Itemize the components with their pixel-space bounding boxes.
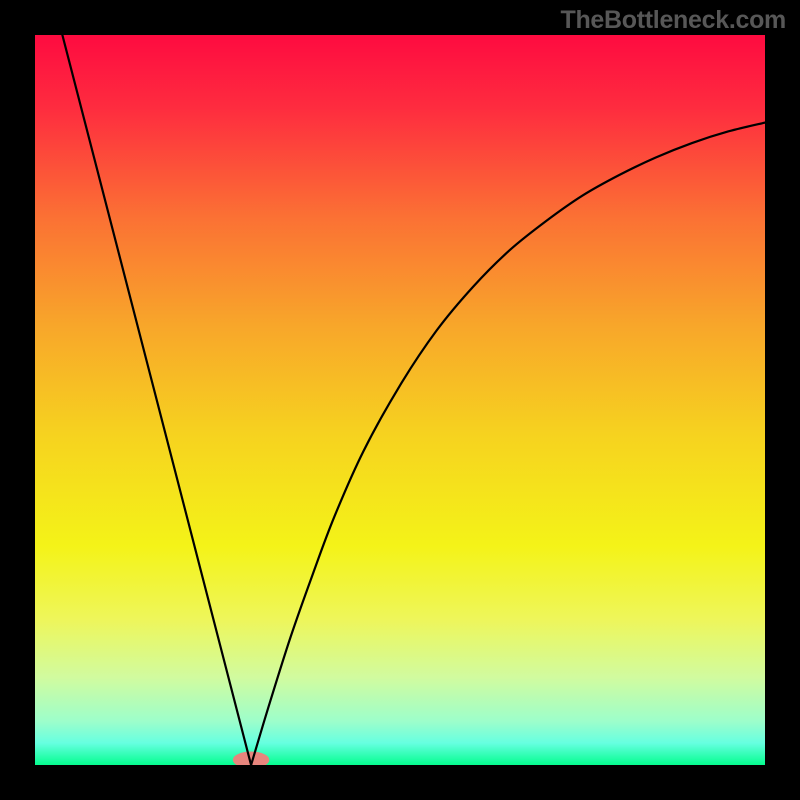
plot-area	[35, 35, 765, 765]
watermark-label: TheBottleneck.com	[560, 6, 786, 35]
plot-background	[35, 35, 765, 765]
plot-svg	[35, 35, 765, 765]
chart-canvas: TheBottleneck.com	[0, 0, 800, 800]
